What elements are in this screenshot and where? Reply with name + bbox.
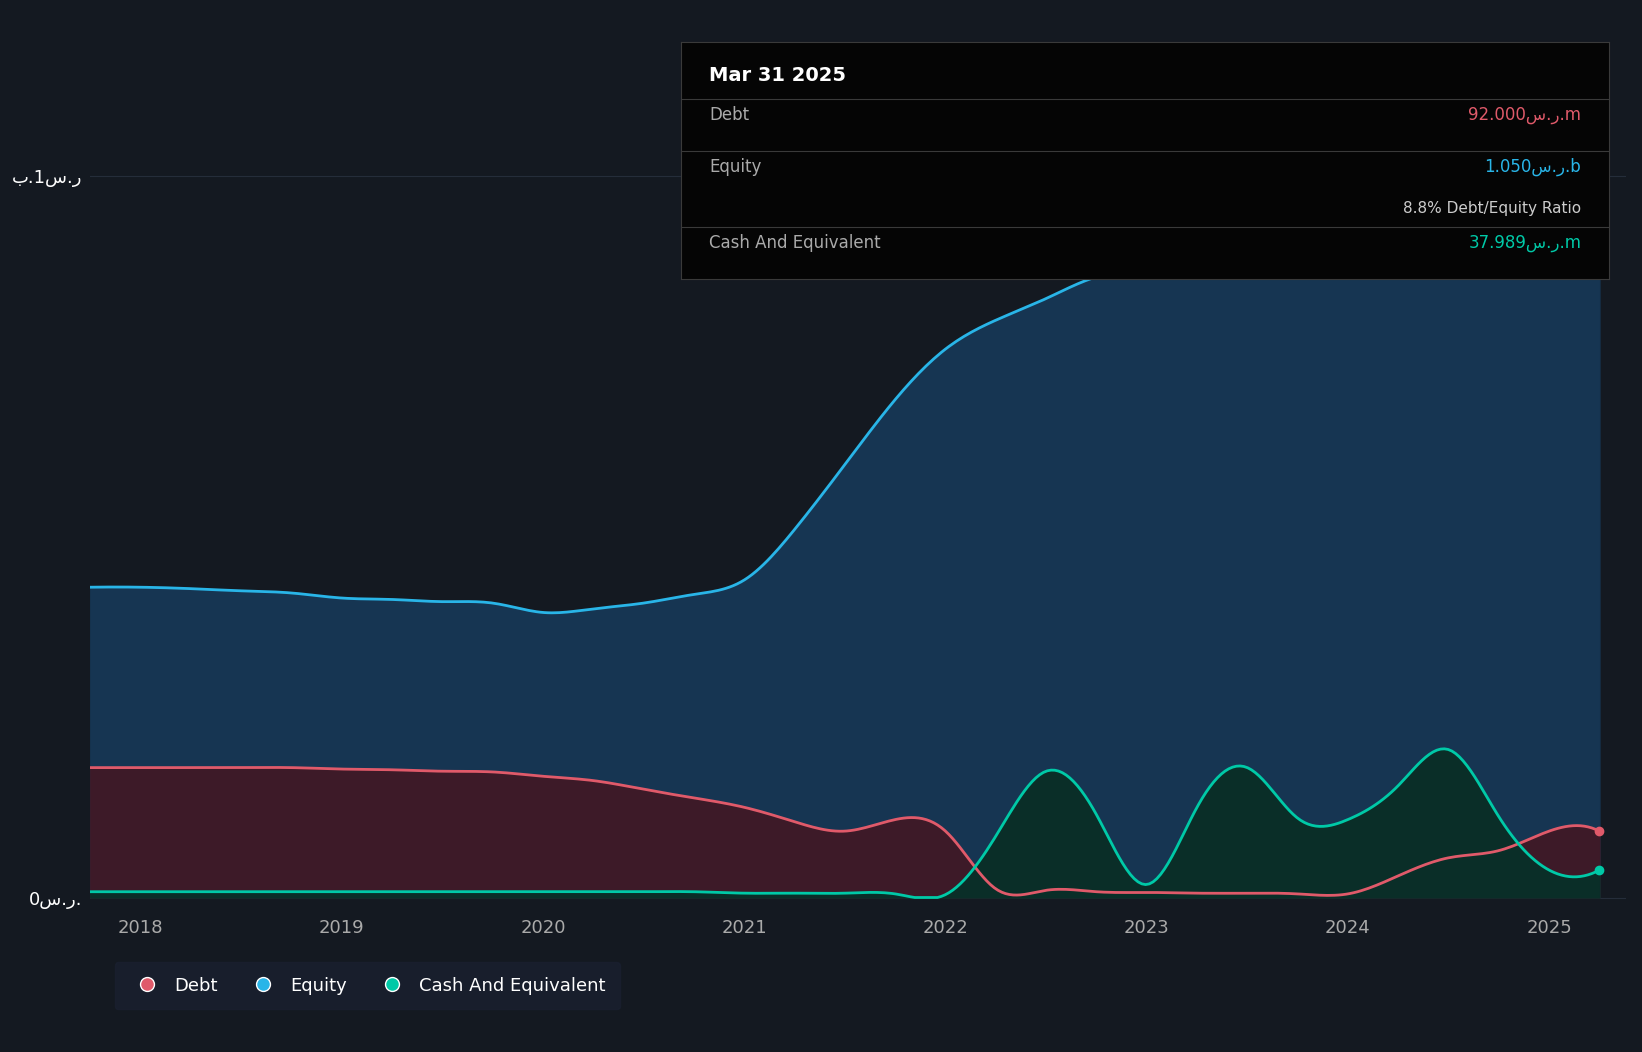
Text: Equity: Equity — [709, 158, 762, 176]
Text: Cash And Equivalent: Cash And Equivalent — [709, 234, 880, 251]
Text: 1.050س.ر.b: 1.050س.ر.b — [1484, 158, 1581, 177]
Text: Mar 31 2025: Mar 31 2025 — [709, 65, 846, 85]
Text: 37.989س.ر.m: 37.989س.ر.m — [1468, 234, 1581, 251]
Text: 8.8% Debt/Equity Ratio: 8.8% Debt/Equity Ratio — [1404, 201, 1581, 216]
Legend: Debt, Equity, Cash And Equivalent: Debt, Equity, Cash And Equivalent — [115, 963, 621, 1009]
Text: Debt: Debt — [709, 106, 749, 124]
Text: 92.000س.ر.m: 92.000س.ر.m — [1468, 106, 1581, 124]
